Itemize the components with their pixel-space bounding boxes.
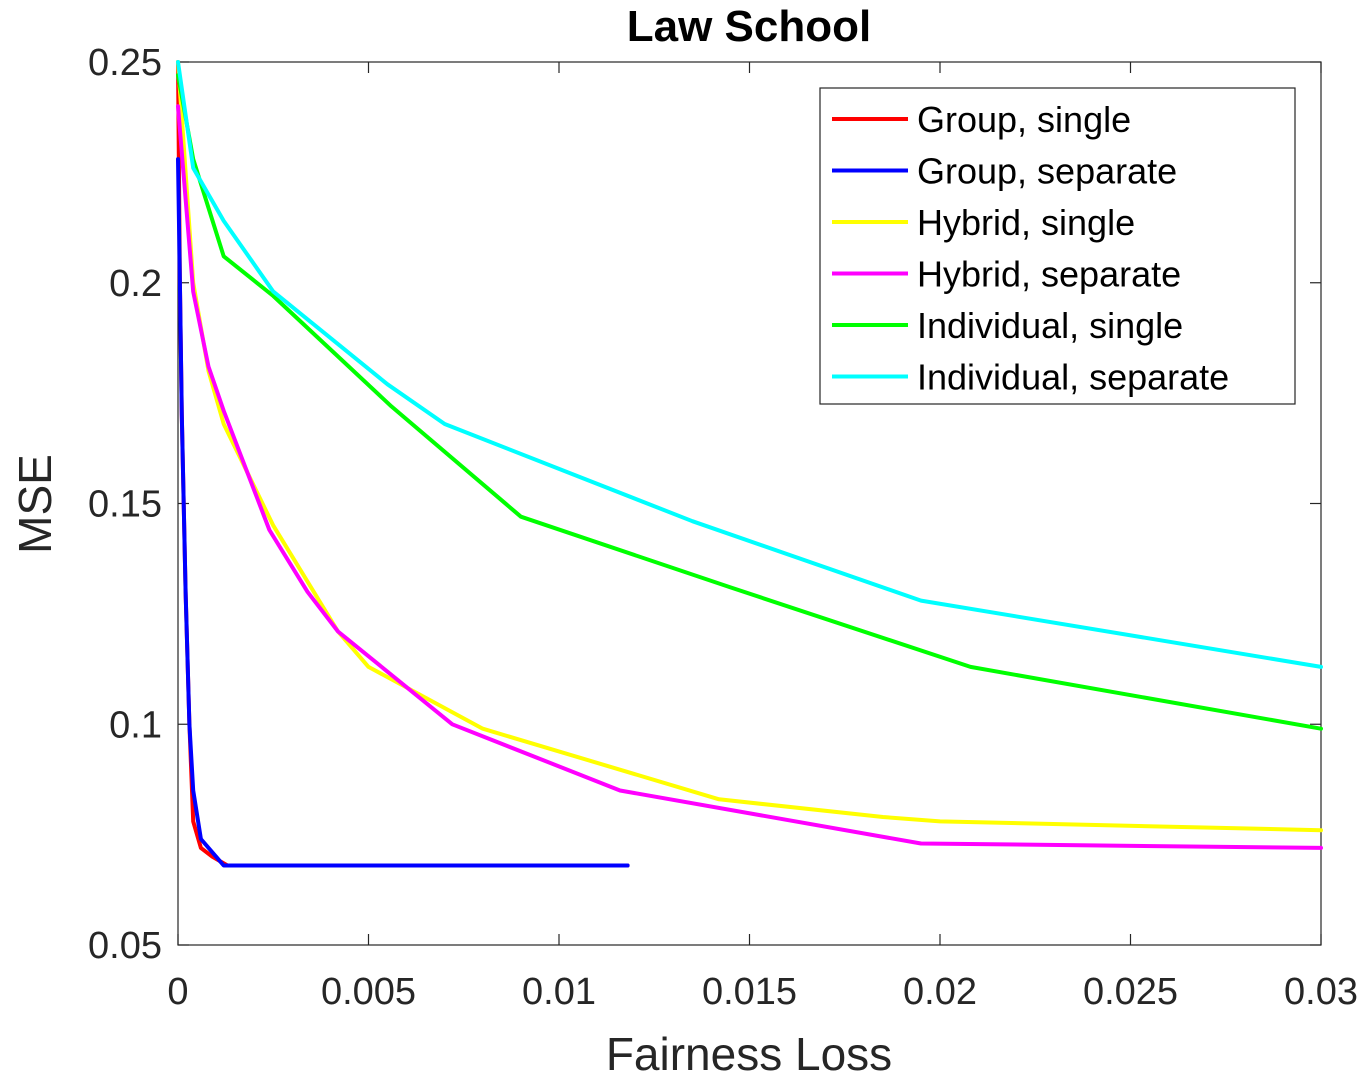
x-tick-label: 0.03 (1284, 971, 1358, 1013)
x-tick-label: 0 (167, 971, 188, 1013)
legend-label: Group, single (917, 99, 1131, 140)
legend-label: Group, separate (917, 151, 1177, 192)
legend-label: Hybrid, separate (917, 254, 1181, 295)
x-tick-label: 0.015 (702, 971, 797, 1013)
series-line (176, 60, 1323, 669)
legend-box (819, 87, 1296, 405)
y-tick-label: 0.25 (88, 42, 162, 84)
x-tick-label: 0.02 (903, 971, 977, 1013)
legend-label: Individual, separate (917, 357, 1229, 398)
x-tick-label: 0.005 (321, 971, 416, 1013)
y-tick-label: 0.2 (109, 263, 162, 305)
y-tick-label: 0.15 (88, 484, 162, 526)
y-tick-label: 0.05 (88, 925, 162, 967)
series-line (176, 157, 630, 868)
y-axis-label: MSE (9, 454, 61, 554)
legend-label: Hybrid, single (917, 202, 1135, 243)
x-axis-label: Fairness Loss (606, 1028, 892, 1078)
x-tick-label: 0.025 (1083, 971, 1178, 1013)
x-tick-label: 0.01 (522, 971, 596, 1013)
chart-title: Law School (627, 2, 871, 51)
y-tick-label: 0.1 (109, 704, 162, 746)
series-line (176, 104, 1323, 850)
legend: Group, single Group, separate Hybrid, sing… (819, 87, 1296, 405)
series-line (176, 73, 1323, 731)
legend-label: Individual, single (917, 305, 1183, 346)
